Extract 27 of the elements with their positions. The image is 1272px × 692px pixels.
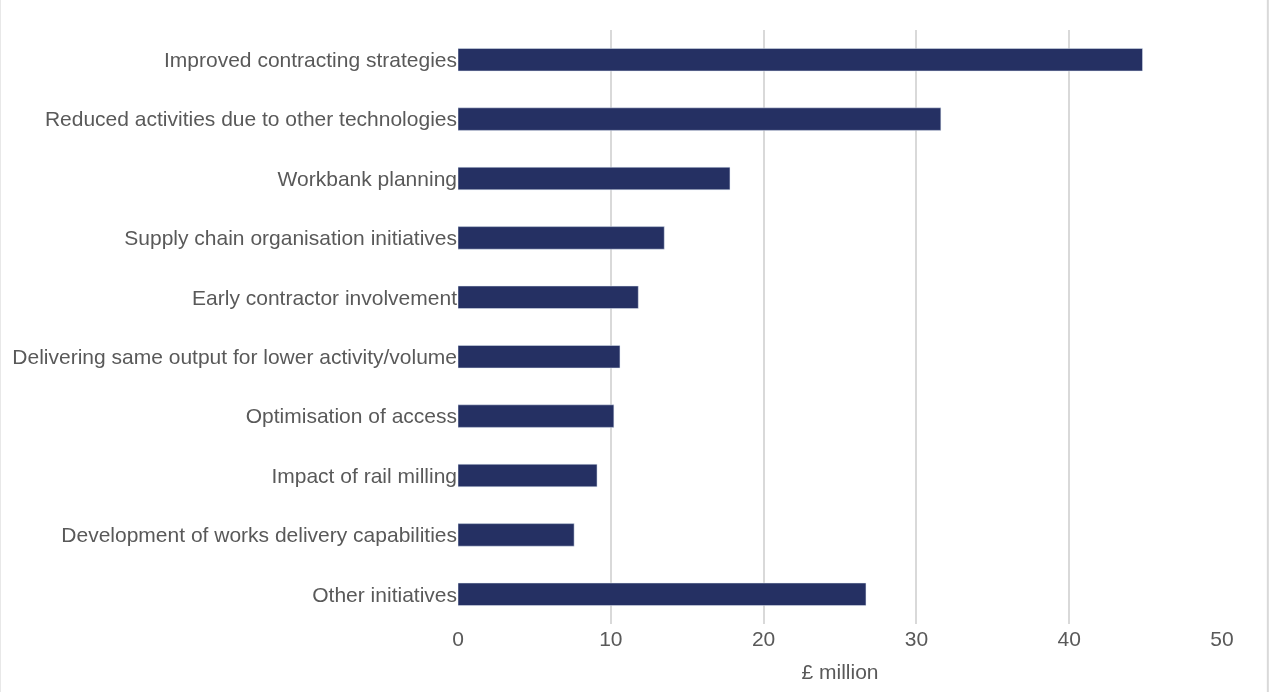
bar bbox=[458, 166, 731, 191]
y-tick-label: Early contractor involvement bbox=[192, 285, 458, 309]
x-tick-label: 20 bbox=[751, 627, 776, 650]
bar bbox=[458, 582, 867, 606]
x-tick-label: 30 bbox=[904, 627, 929, 650]
x-tick-label: 0 bbox=[452, 627, 464, 650]
bar bbox=[458, 463, 598, 488]
bar bbox=[458, 345, 621, 369]
x-tick-label: 40 bbox=[1057, 627, 1081, 650]
y-tick-label: Improved contracting strategies bbox=[164, 48, 457, 72]
bar bbox=[458, 107, 942, 131]
y-tick-label: Optimisation of access bbox=[245, 404, 457, 428]
y-tick-label: Delivering same output for lower activity/volume bbox=[12, 345, 457, 369]
y-tick-label: Other initiatives bbox=[312, 582, 457, 606]
bar bbox=[458, 404, 615, 428]
bar bbox=[458, 48, 1143, 72]
x-tick-label: 10 bbox=[599, 627, 623, 650]
y-tick-label: Development of works delivery capabilities bbox=[61, 523, 457, 547]
y-tick-label: Impact of rail milling bbox=[271, 463, 457, 487]
y-tick-label: Supply chain organisation initiatives bbox=[124, 226, 457, 250]
bar bbox=[458, 226, 665, 250]
x-axis-title: £ million bbox=[801, 660, 879, 684]
x-tick-label: 50 bbox=[1210, 627, 1234, 650]
y-tick-label: Reduced activities due to other technologies bbox=[44, 107, 457, 131]
y-tick-label: Workbank planning bbox=[277, 166, 457, 190]
bar bbox=[458, 523, 575, 547]
bar bbox=[458, 285, 639, 309]
